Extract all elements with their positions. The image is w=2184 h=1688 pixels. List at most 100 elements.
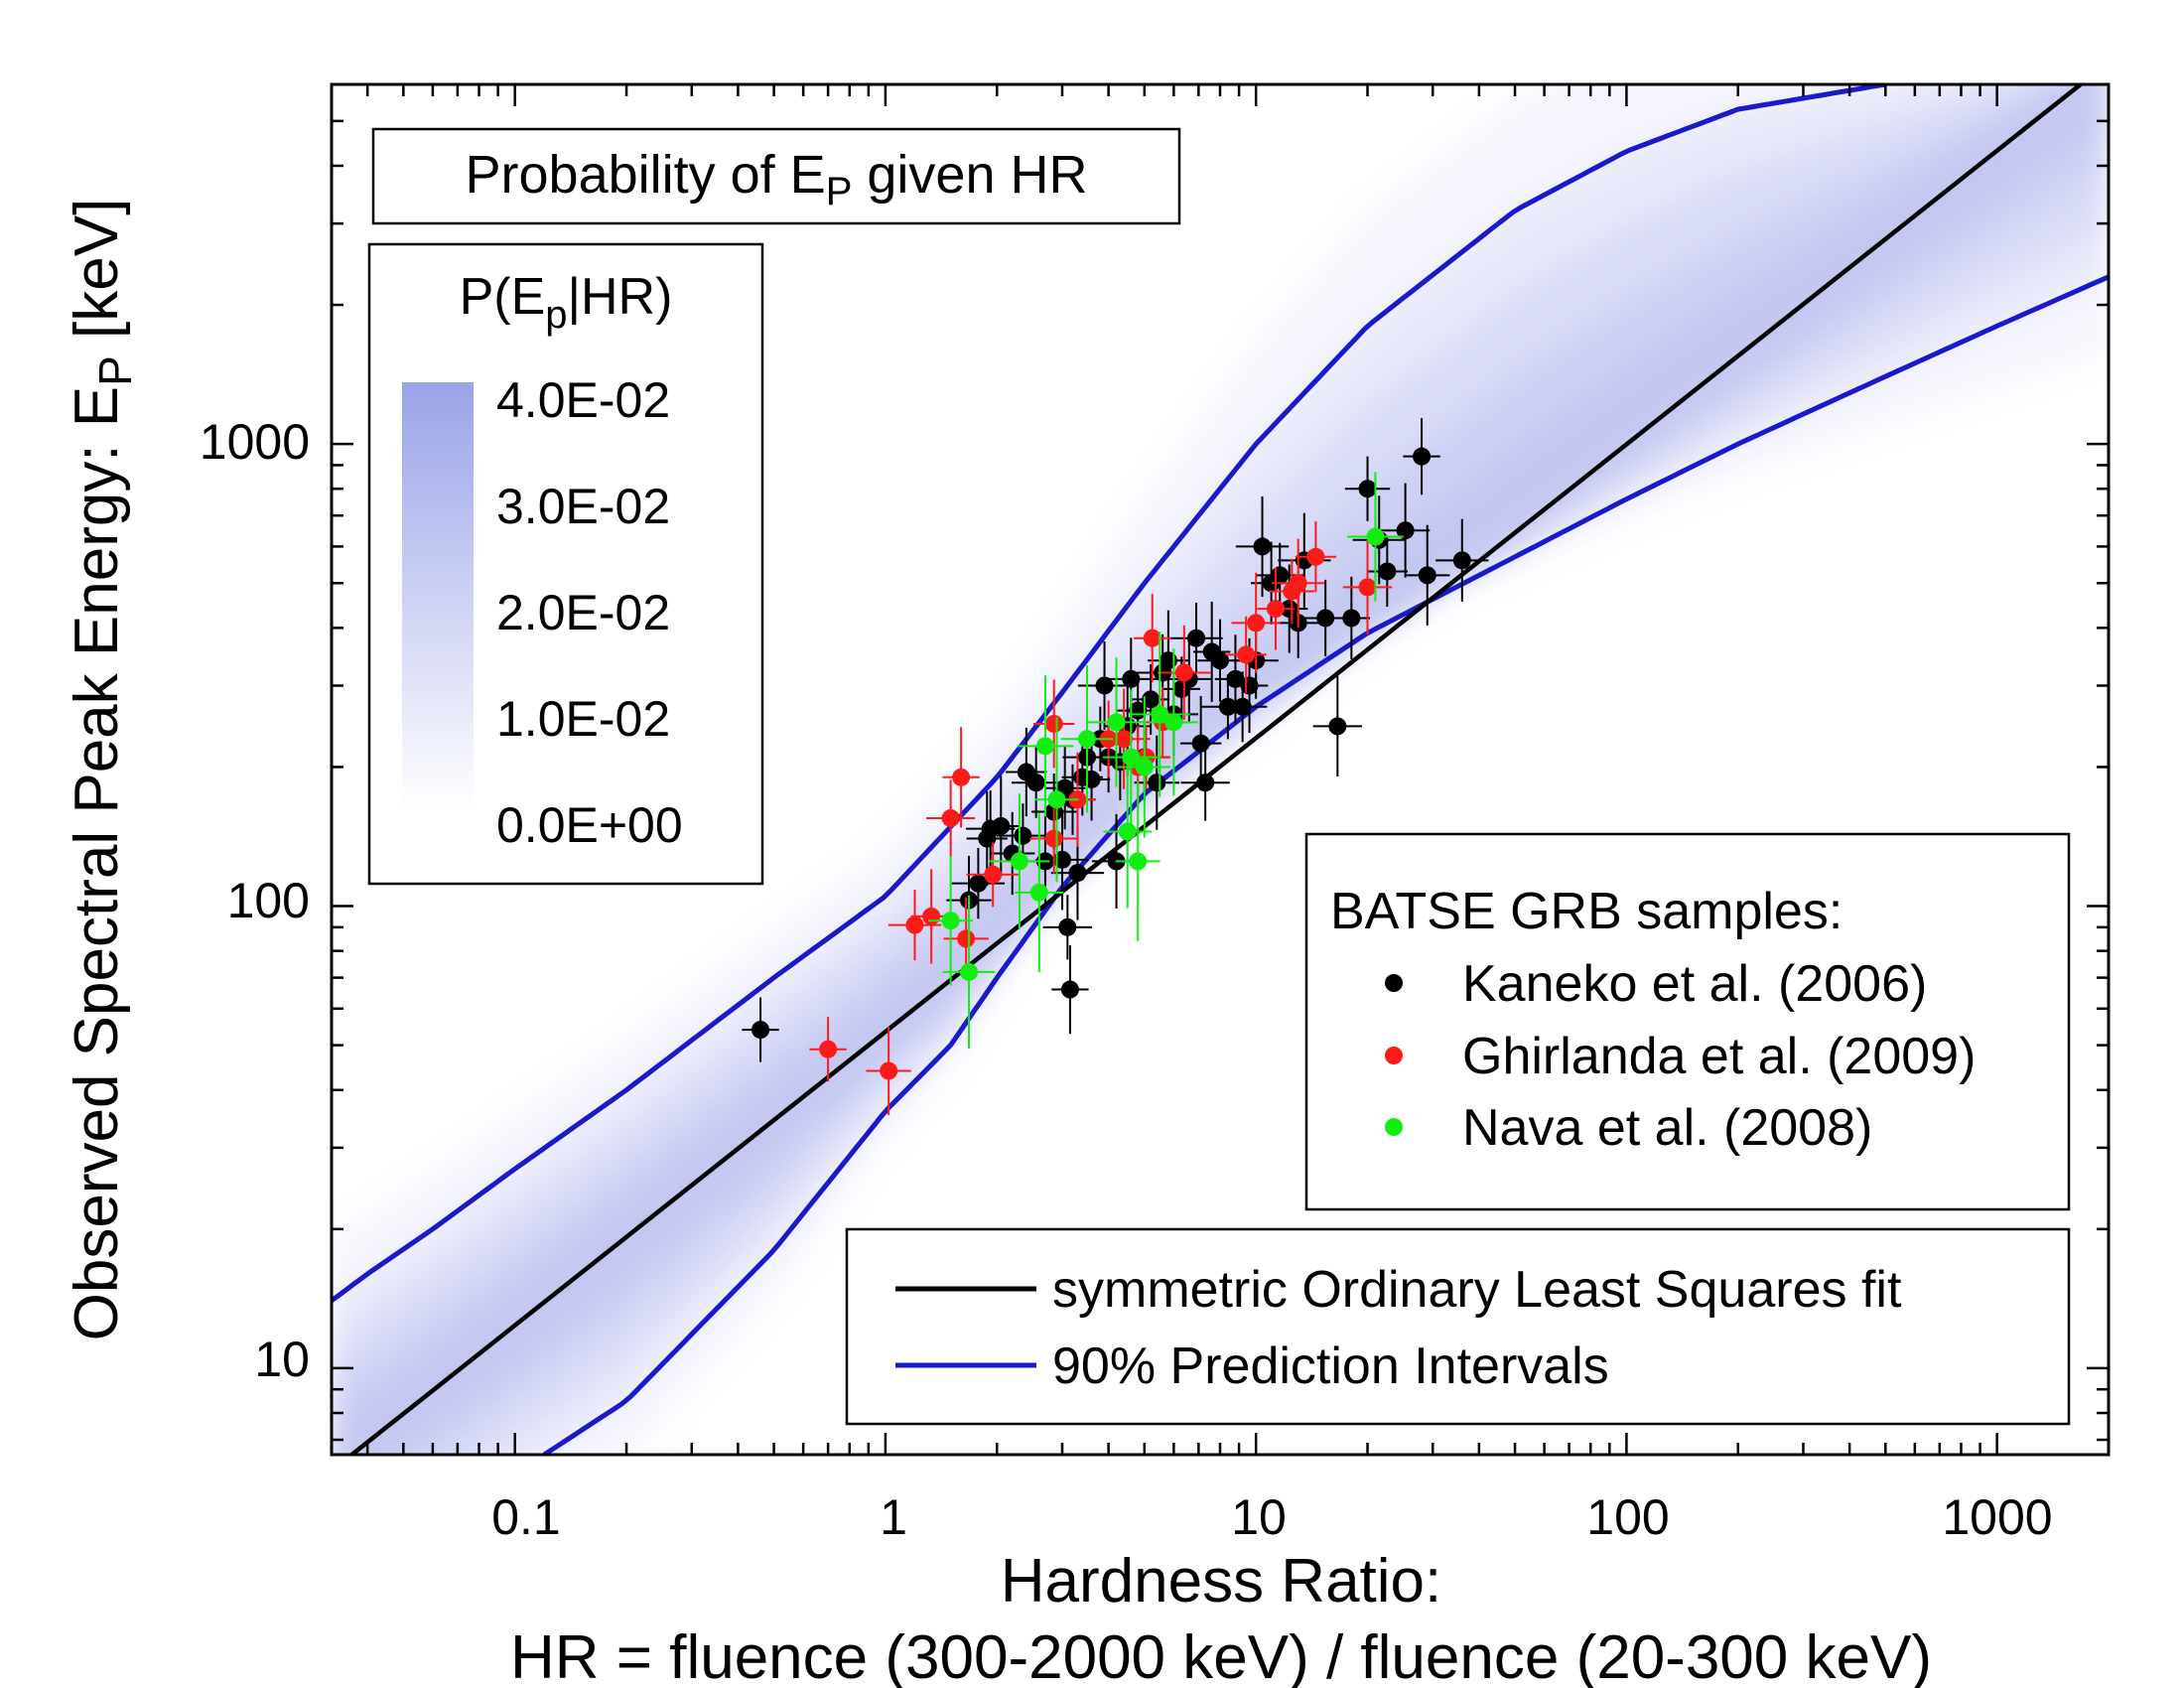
- data-point: [1151, 705, 1169, 724]
- data-point: [1316, 609, 1335, 628]
- ols-fit-line: [347, 84, 2085, 1455]
- data-points: [742, 418, 1489, 1116]
- legend-marker-nava: [1385, 1118, 1403, 1136]
- x-tick-label: 0.1: [491, 1489, 561, 1545]
- legend-label-ghirlanda: Ghirlanda et al. (2009): [1462, 1028, 1976, 1085]
- prediction-interval-lower-line: [542, 274, 2109, 1455]
- data-point: [984, 865, 1003, 884]
- data-point: [1122, 748, 1141, 767]
- data-point: [880, 1061, 898, 1080]
- data-point: [1029, 883, 1048, 902]
- data-point: [819, 1040, 838, 1058]
- colorbar-label: 1.0E-02: [496, 691, 670, 747]
- data-point: [1226, 669, 1245, 688]
- data-point: [1035, 737, 1054, 756]
- data-point: [751, 1021, 770, 1040]
- data-point: [1095, 676, 1114, 695]
- x-tick-label: 1000: [1942, 1489, 2052, 1545]
- data-point: [1122, 669, 1141, 688]
- x-tick-labels: 0.1 1 10 100 1000: [491, 1489, 2052, 1545]
- y-tick-labels: 10 100 1000: [200, 414, 310, 1387]
- data-point: [1366, 527, 1385, 546]
- colorbar-title: P(Ep|HR): [460, 268, 673, 337]
- data-point: [960, 962, 979, 981]
- x-axis-label: Hardness Ratio:: [1001, 1547, 1442, 1616]
- data-point: [1378, 562, 1397, 581]
- density-level-4: [332, 84, 2109, 1455]
- lines-legend: symmetric Ordinary Least Squares fit 90%…: [845, 1227, 2071, 1426]
- data-point: [1107, 713, 1126, 732]
- data-point: [1044, 714, 1063, 733]
- data-point: [1143, 629, 1161, 647]
- data-point: [1082, 770, 1101, 788]
- colorbar-label: 0.0E+00: [496, 797, 683, 853]
- data-point: [1191, 734, 1210, 753]
- data-point: [1240, 676, 1259, 695]
- title-box: Probability of EP given HR: [371, 127, 1181, 225]
- legend-label-kaneko: Kaneko et al. (2006): [1462, 955, 1927, 1013]
- legend-label-nava: Nava et al. (2008): [1462, 1099, 1872, 1157]
- x-tick-label: 100: [1586, 1489, 1669, 1545]
- data-point: [957, 929, 976, 948]
- y-tick-label: 100: [227, 873, 310, 928]
- y-axis-label: Observed Spectral Peak Energy: EP [keV]: [63, 199, 141, 1341]
- data-point: [941, 912, 960, 930]
- data-point: [1266, 600, 1285, 619]
- colorbar-gradient: [402, 382, 474, 809]
- data-point: [1026, 774, 1045, 792]
- data-point: [1237, 645, 1256, 664]
- probability-density-band: [332, 84, 2109, 1455]
- y-tick-label: 10: [254, 1332, 310, 1387]
- data-point: [1164, 713, 1183, 732]
- legend-marker-ghirlanda: [1385, 1047, 1403, 1064]
- colorbar-legend: P(Ep|HR) 4.0E-02 3.0E-02 2.0E-02 1.0E-02…: [367, 242, 764, 886]
- data-point: [1068, 864, 1087, 883]
- data-point: [1396, 521, 1415, 540]
- axis-ticks: [332, 82, 2111, 1455]
- data-point: [1413, 447, 1432, 466]
- data-point: [1328, 717, 1347, 736]
- samples-legend-title: BATSE GRB samples:: [1330, 883, 1843, 940]
- data-point: [1253, 537, 1272, 556]
- x-tick-label: 10: [1231, 1489, 1287, 1545]
- data-point: [1196, 774, 1215, 792]
- chart-title: Probability of EP given HR: [466, 145, 1088, 213]
- data-point: [1010, 852, 1028, 871]
- data-point: [1358, 578, 1377, 597]
- data-point: [1271, 566, 1290, 585]
- data-point: [1452, 551, 1471, 570]
- data-point: [1077, 730, 1096, 749]
- data-point: [905, 915, 924, 934]
- legend-label-pi: 90% Prediction Intervals: [1052, 1337, 1609, 1395]
- data-point: [1306, 547, 1325, 566]
- y-tick-label: 1000: [200, 414, 310, 470]
- data-point: [1174, 663, 1193, 682]
- data-point: [1358, 480, 1377, 498]
- data-point: [1187, 629, 1206, 647]
- colorbar-label: 4.0E-02: [496, 372, 670, 428]
- data-point: [941, 808, 960, 827]
- data-point: [1211, 651, 1229, 670]
- data-point: [1289, 574, 1307, 593]
- series-2: [928, 472, 1404, 1050]
- data-point: [1233, 697, 1252, 716]
- colorbar-label: 2.0E-02: [496, 585, 670, 640]
- data-point: [1115, 730, 1134, 749]
- colorbar-label: 3.0E-02: [496, 479, 670, 534]
- data-point: [1148, 774, 1166, 792]
- samples-legend: BATSE GRB samples: Kaneko et al. (2006) …: [1304, 832, 2071, 1211]
- data-point: [992, 816, 1011, 835]
- data-point: [922, 907, 941, 925]
- x-axis-label-line2: HR = fluence (300-2000 keV) / fluence (2…: [510, 1623, 1932, 1688]
- data-point: [1135, 758, 1154, 776]
- data-point: [1129, 852, 1148, 871]
- data-point: [952, 768, 971, 786]
- data-point: [1014, 826, 1032, 845]
- series-0: [742, 418, 1489, 1062]
- x-tick-label: 1: [880, 1489, 907, 1545]
- legend-label-fit: symmetric Ordinary Least Squares fit: [1052, 1261, 1902, 1319]
- data-point: [1418, 566, 1436, 585]
- data-point: [969, 874, 988, 893]
- data-point: [1247, 614, 1266, 633]
